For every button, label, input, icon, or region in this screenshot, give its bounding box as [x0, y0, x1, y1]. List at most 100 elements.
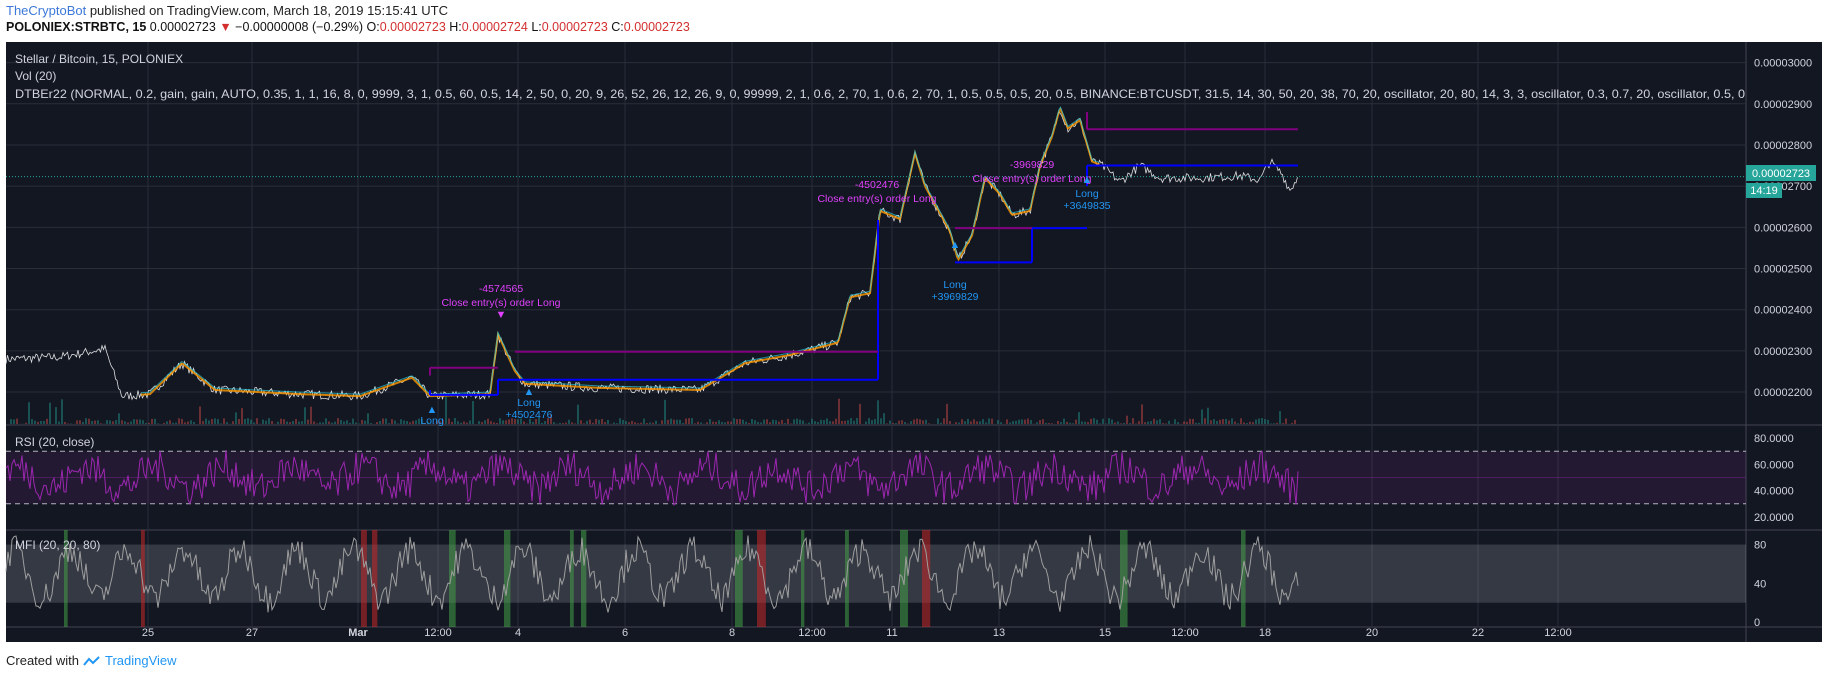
- rsi-tick-label: 20.0000: [1754, 512, 1794, 524]
- long-value-4: +3649835: [1063, 200, 1110, 212]
- countdown-label: 14:19: [1750, 185, 1778, 197]
- author-link[interactable]: TheCryptoBot: [6, 3, 87, 18]
- strategy-legend[interactable]: DTBEr22 (NORMAL, 0.2, gain, gain, AUTO, …: [15, 87, 1745, 101]
- mfi-tick-label: 40: [1754, 578, 1766, 590]
- price-tick-label: 0.00002900: [1754, 99, 1812, 111]
- mfi-tick-label: 80: [1754, 540, 1766, 552]
- long-value-2: +4502476: [505, 409, 552, 421]
- created-with-label: Created with: [6, 653, 79, 668]
- close-order-label-1: Close entry(s) order Long: [441, 297, 560, 309]
- moving-average-line: [140, 106, 1100, 398]
- close-order-label-2: Close entry(s) order Long: [817, 193, 936, 205]
- price-tick-label: 0.00002200: [1754, 387, 1812, 399]
- symbol-label: POLONIEX:STRBTC, 15: [6, 20, 147, 34]
- time-tick-label: 12:00: [798, 627, 826, 639]
- mfi-signal-bar: [801, 530, 805, 627]
- price-tick-label: 0.00002400: [1754, 305, 1812, 317]
- down-arrow-icon: ▼: [496, 309, 507, 321]
- up-arrow-icon: ▲: [524, 386, 535, 398]
- mfi-signal-bar: [735, 530, 743, 627]
- time-tick-label: 27: [246, 627, 258, 639]
- rsi-tick-label: 80.0000: [1754, 433, 1794, 445]
- price-tick-label: 0.00002500: [1754, 264, 1812, 276]
- price-tick-label: 0.00002800: [1754, 140, 1812, 152]
- long-label-4: Long: [1075, 188, 1099, 200]
- open-label: O:: [366, 20, 380, 34]
- rsi-tick-label: 60.0000: [1754, 459, 1794, 471]
- low-value: 0.00002723: [541, 20, 608, 34]
- mfi-signal-bar: [361, 530, 367, 627]
- rsi-legend[interactable]: RSI (20, close): [15, 435, 94, 449]
- price-change: −0.00000008 (−0.29%): [235, 20, 364, 34]
- volume-legend[interactable]: Vol (20): [15, 69, 56, 83]
- mfi-band: [6, 544, 1746, 603]
- time-tick-label: 22: [1472, 627, 1484, 639]
- countdown-tag: [1746, 183, 1782, 198]
- mfi-tick-label: 0: [1754, 617, 1760, 629]
- close-order-value-1: -4574565: [479, 283, 524, 295]
- footer: Created with TradingView: [6, 653, 177, 668]
- high-value: 0.00002724: [461, 20, 528, 34]
- long-label-1: Long: [420, 415, 444, 427]
- time-tick-label: 12:00: [424, 627, 452, 639]
- time-tick-label: 6: [622, 627, 628, 639]
- tradingview-link[interactable]: TradingView: [104, 653, 177, 668]
- time-tick-label: 12:00: [1544, 627, 1572, 639]
- up-arrow-icon: ▲: [427, 404, 438, 416]
- long-label-3: Long: [943, 279, 967, 291]
- symbol-info: POLONIEX:STRBTC, 15 0.00002723 ▼ −0.0000…: [6, 20, 690, 34]
- up-arrow-icon: ▲: [950, 239, 961, 251]
- high-label: H:: [449, 20, 462, 34]
- price-tick-label: 0.00002600: [1754, 222, 1812, 234]
- mfi-signal-bar: [570, 530, 574, 627]
- chart-background: [6, 42, 1822, 642]
- mfi-legend[interactable]: MFI (20, 20, 80): [15, 538, 100, 552]
- price-tick-label: 0.00003000: [1754, 58, 1812, 70]
- time-tick-label: 13: [993, 627, 1005, 639]
- mfi-signal-bar: [504, 530, 511, 627]
- grid-lines: [6, 42, 1822, 642]
- long-label-2: Long: [517, 397, 541, 409]
- close-order-label-3: Close entry(s) order Long: [972, 173, 1091, 185]
- time-tick-label: 20: [1366, 627, 1378, 639]
- time-tick-label: 11: [886, 627, 897, 639]
- indicator-zones: [6, 450, 1746, 627]
- current-price-label: 0.00002723: [1752, 168, 1810, 180]
- up-arrow-icon: ▲: [1082, 174, 1093, 186]
- tradingview-logo-icon: [83, 655, 100, 666]
- time-tick-label: 8: [729, 627, 735, 639]
- publish-text: published on TradingView.com, March 18, …: [86, 3, 449, 18]
- time-tick-label: 4: [515, 627, 521, 639]
- down-arrow-icon: ▼: [219, 20, 232, 34]
- low-label: L:: [531, 20, 542, 34]
- price-tick-label: 0.00002300: [1754, 346, 1812, 358]
- strategy-levels: [6, 112, 1746, 396]
- close-label: C:: [611, 20, 624, 34]
- open-value: 0.00002723: [379, 20, 446, 34]
- current-price-tag: [1746, 165, 1816, 181]
- rsi-tick-label: 40.0000: [1754, 486, 1794, 498]
- close-order-value-3: -3969829: [1010, 159, 1055, 171]
- mfi-signal-bar: [757, 530, 766, 627]
- close-value: 0.00002723: [623, 20, 690, 34]
- chart-title[interactable]: Stellar / Bitcoin, 15, POLONIEX: [15, 52, 183, 66]
- mfi-line: [5, 535, 1299, 613]
- time-tick-label: 25: [142, 627, 154, 639]
- mfi-signal-bar: [64, 530, 68, 627]
- publish-info: TheCryptoBot published on TradingView.co…: [6, 3, 448, 18]
- long-value-3: +3969829: [931, 291, 978, 303]
- mfi-signal-bar: [922, 530, 931, 627]
- signal-line: [140, 106, 1100, 395]
- time-tick-label: Mar: [348, 627, 368, 639]
- rsi-band: [6, 451, 1746, 504]
- mfi-signal-bar: [581, 530, 587, 627]
- last-price: 0.00002723: [149, 20, 216, 34]
- time-tick-label: 12:00: [1171, 627, 1199, 639]
- mfi-signal-bar: [449, 530, 456, 627]
- mfi-signal-bar: [141, 530, 145, 627]
- rsi-line: [5, 450, 1299, 506]
- time-tick-label: 15: [1099, 627, 1111, 639]
- time-tick-label: 18: [1259, 627, 1271, 639]
- mfi-signal-bar: [1241, 530, 1246, 627]
